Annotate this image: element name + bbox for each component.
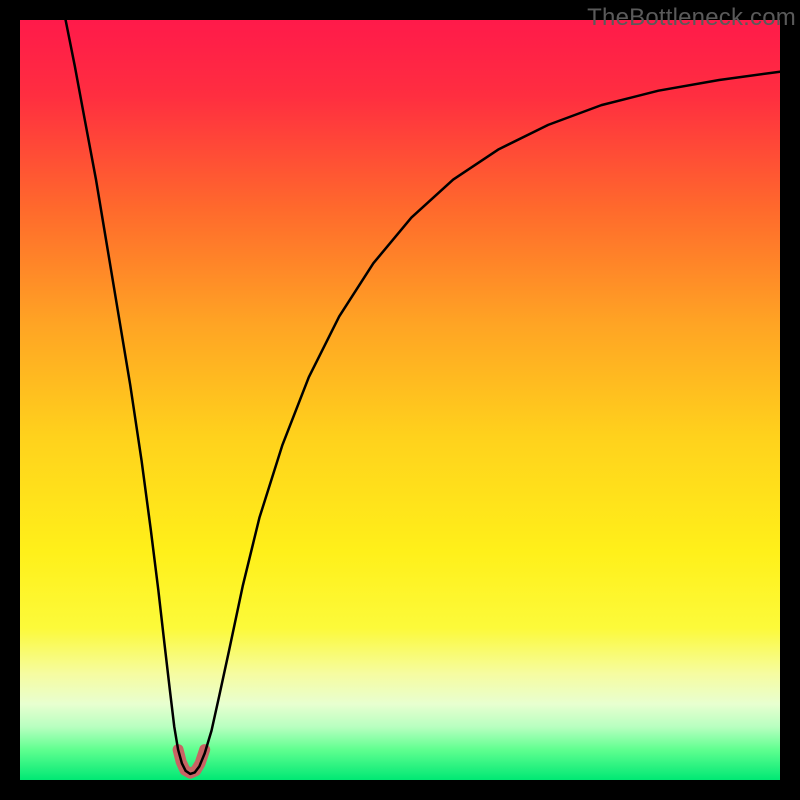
watermark-text: TheBottleneck.com xyxy=(587,4,796,32)
plot-area xyxy=(20,20,780,780)
chart-container: TheBottleneck.com xyxy=(0,0,800,800)
bottleneck-curve xyxy=(66,20,780,774)
curve-layer xyxy=(20,20,780,780)
